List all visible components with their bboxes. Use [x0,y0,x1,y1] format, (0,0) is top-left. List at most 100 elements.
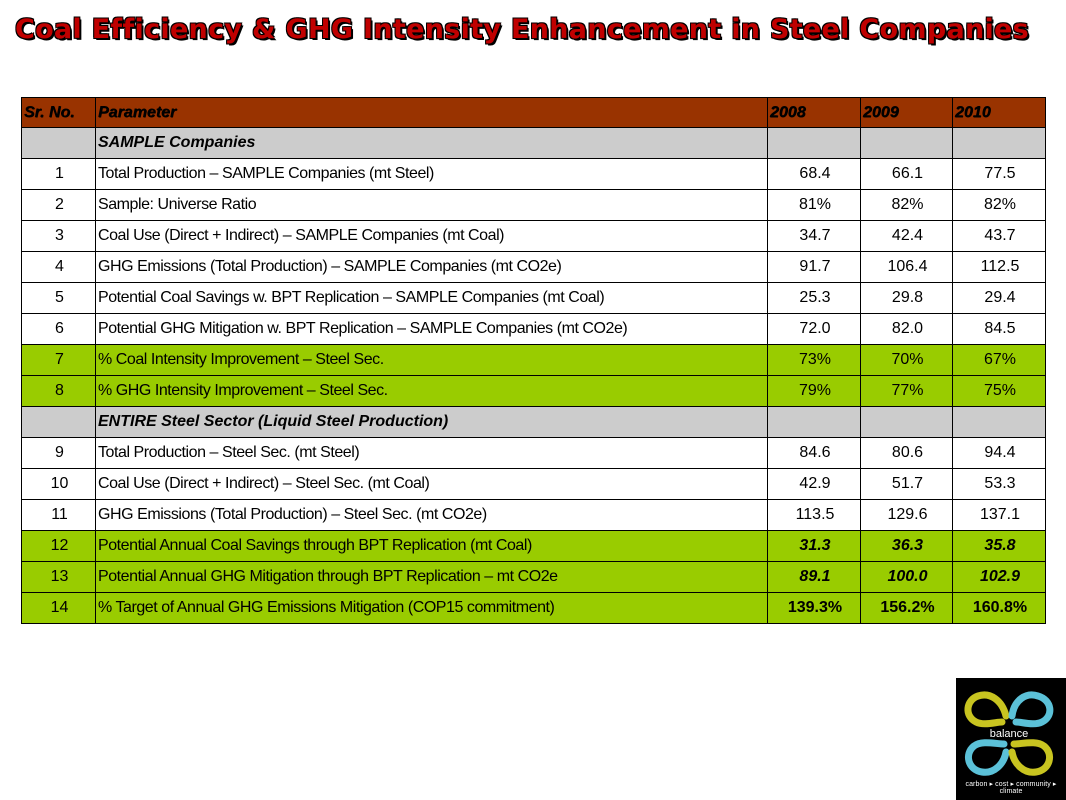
sr-no: 13 [21,561,96,593]
section-label: SAMPLE Companies [95,127,768,159]
logo-tagline: carbon ▸ cost ▸ community ▸ climate [965,781,1057,795]
value-2008: 31.3 [767,530,861,562]
parameter: GHG Emissions (Total Production) – Steel… [95,499,768,531]
table-row: 11 GHG Emissions (Total Production) – St… [21,499,1046,531]
parameter: Coal Use (Direct + Indirect) – Steel Sec… [95,468,768,500]
value-2010: 94.4 [952,437,1046,469]
value-2009: 82% [860,189,953,221]
section-row-sample: SAMPLE Companies [21,127,1046,159]
sr-no: 2 [21,189,96,221]
table-row-highlight: 7 % Coal Intensity Improvement – Steel S… [21,344,1046,376]
data-table: Sr. No. Parameter 2008 2009 2010 SAMPLE … [21,97,1046,624]
value-2010: 43.7 [952,220,1046,252]
value-2010: 102.9 [952,561,1046,593]
sr-no: 14 [21,592,96,624]
sr-no: 9 [21,437,96,469]
sr-no: 10 [21,468,96,500]
sr-no: 12 [21,530,96,562]
parameter: GHG Emissions (Total Production) – SAMPL… [95,251,768,283]
value-2009: 80.6 [860,437,953,469]
table-row: 1 Total Production – SAMPLE Companies (m… [21,158,1046,190]
sr-no: 11 [21,499,96,531]
table-row: 3 Coal Use (Direct + Indirect) – SAMPLE … [21,220,1046,252]
parameter: Potential Annual Coal Savings through BP… [95,530,768,562]
parameter: Potential Annual GHG Mitigation through … [95,561,768,593]
value-2010: 75% [952,375,1046,407]
parameter: % Coal Intensity Improvement – Steel Sec… [95,344,768,376]
value-2009: 29.8 [860,282,953,314]
header-sr-no: Sr. No. [21,97,96,128]
table-row: 9 Total Production – Steel Sec. (mt Stee… [21,437,1046,469]
section-label: ENTIRE Steel Sector (Liquid Steel Produc… [95,406,768,438]
value-2010: 160.8% [952,592,1046,624]
value-2008: 73% [767,344,861,376]
parameter: Total Production – Steel Sec. (mt Steel) [95,437,768,469]
value-2008: 42.9 [767,468,861,500]
parameter: % Target of Annual GHG Emissions Mitigat… [95,592,768,624]
value-2009: 77% [860,375,953,407]
value-2009: 36.3 [860,530,953,562]
table-row-highlight: 14 % Target of Annual GHG Emissions Miti… [21,592,1046,624]
value-2009: 129.6 [860,499,953,531]
value-2008: 25.3 [767,282,861,314]
value-2008: 68.4 [767,158,861,190]
value-2010: 112.5 [952,251,1046,283]
sr-no: 5 [21,282,96,314]
value-2008: 79% [767,375,861,407]
value-2008: 34.7 [767,220,861,252]
header-row: Sr. No. Parameter 2008 2009 2010 [21,97,1046,128]
section-row-entire-sector: ENTIRE Steel Sector (Liquid Steel Produc… [21,406,1046,438]
value-2010: 67% [952,344,1046,376]
parameter: Sample: Universe Ratio [95,189,768,221]
value-2009: 66.1 [860,158,953,190]
header-parameter: Parameter [95,97,768,128]
table-row: 6 Potential GHG Mitigation w. BPT Replic… [21,313,1046,345]
logo-name: balance [990,728,1029,740]
value-2008: 139.3% [767,592,861,624]
value-2010: 84.5 [952,313,1046,345]
parameter: Potential Coal Savings w. BPT Replicatio… [95,282,768,314]
value-2008: 91.7 [767,251,861,283]
table-row: 4 GHG Emissions (Total Production) – SAM… [21,251,1046,283]
sr-no: 6 [21,313,96,345]
balance-logo-icon: balance [964,691,1054,776]
value-2008: 72.0 [767,313,861,345]
parameter: Total Production – SAMPLE Companies (mt … [95,158,768,190]
value-2008: 84.6 [767,437,861,469]
parameter: % GHG Intensity Improvement – Steel Sec. [95,375,768,407]
value-2010: 137.1 [952,499,1046,531]
sr-no: 7 [21,344,96,376]
value-2009: 70% [860,344,953,376]
table-row-highlight: 13 Potential Annual GHG Mitigation throu… [21,561,1046,593]
value-2010: 35.8 [952,530,1046,562]
value-2008: 81% [767,189,861,221]
header-2008: 2008 [767,97,861,128]
value-2010: 29.4 [952,282,1046,314]
value-2009: 82.0 [860,313,953,345]
value-2009: 100.0 [860,561,953,593]
value-2010: 53.3 [952,468,1046,500]
table-row: 10 Coal Use (Direct + Indirect) – Steel … [21,468,1046,500]
header-2009: 2009 [860,97,953,128]
value-2009: 156.2% [860,592,953,624]
value-2009: 106.4 [860,251,953,283]
value-2010: 77.5 [952,158,1046,190]
sr-no: 3 [21,220,96,252]
value-2008: 89.1 [767,561,861,593]
balance-logo: balance carbon ▸ cost ▸ community ▸ clim… [956,678,1066,800]
header-2010: 2010 [952,97,1046,128]
parameter: Potential GHG Mitigation w. BPT Replicat… [95,313,768,345]
value-2009: 51.7 [860,468,953,500]
sr-no: 4 [21,251,96,283]
parameter: Coal Use (Direct + Indirect) – SAMPLE Co… [95,220,768,252]
sr-no: 8 [21,375,96,407]
table-row-highlight: 8 % GHG Intensity Improvement – Steel Se… [21,375,1046,407]
value-2010: 82% [952,189,1046,221]
page-title: Coal Efficiency & GHG Intensity Enhancem… [14,14,1030,45]
value-2009: 42.4 [860,220,953,252]
table-row: 5 Potential Coal Savings w. BPT Replicat… [21,282,1046,314]
table-row-highlight: 12 Potential Annual Coal Savings through… [21,530,1046,562]
table-row: 2 Sample: Universe Ratio 81% 82% 82% [21,189,1046,221]
sr-no: 1 [21,158,96,190]
value-2008: 113.5 [767,499,861,531]
